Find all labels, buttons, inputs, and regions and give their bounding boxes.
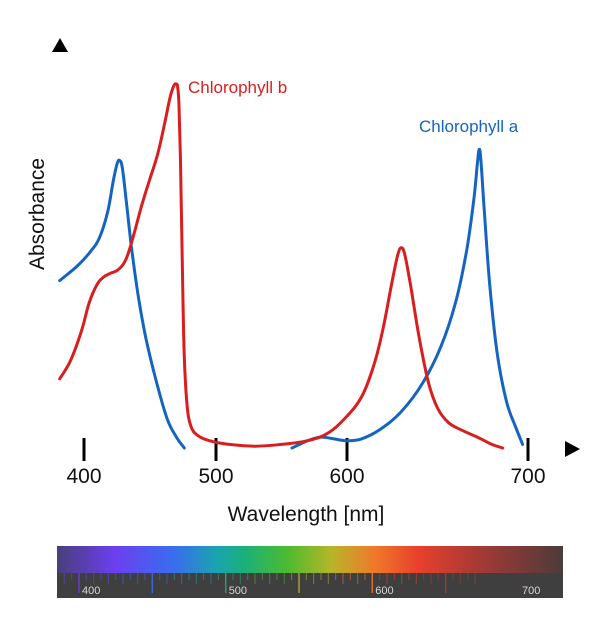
spectrum-color-band (57, 546, 563, 573)
series-label-chlorophyll-b: Chlorophyll b (188, 78, 287, 97)
spectrum-label: 700 (522, 585, 540, 597)
spectrum-label: 400 (82, 585, 100, 597)
spectrum-ticks (63, 573, 549, 593)
series-layer (58, 82, 525, 450)
series-line-chlorophyll-b-segment-1 (58, 82, 505, 450)
y-axis-arrow-icon (52, 38, 68, 52)
y-axis-title: Absorbance (26, 158, 49, 270)
x-tick-label: 500 (198, 465, 233, 488)
x-tick-label: 400 (66, 465, 101, 488)
x-tick-label: 600 (329, 465, 364, 488)
spectrum-label: 600 (375, 585, 393, 597)
x-axis-arrow-icon (565, 441, 580, 457)
x-axis-title: Wavelength [nm] (228, 503, 385, 526)
spectrum-label: 500 (229, 585, 247, 597)
series-label-chlorophyll-a: Chlorophyll a (419, 117, 519, 136)
x-axis-ticks: 400 500 600 700 (66, 438, 546, 488)
x-tick-label: 700 (510, 465, 545, 488)
spectrum-gradient: 400 500 600 700 (57, 546, 563, 597)
visible-spectrum-bar: 400 500 600 700 (57, 546, 563, 598)
series-line-chlorophyll-a-segment-1 (58, 158, 186, 450)
series-line-chlorophyll-a-segment-2 (290, 147, 525, 450)
absorbance-chart: Absorbance Wavelength [nm] 400 500 600 7… (26, 38, 580, 526)
